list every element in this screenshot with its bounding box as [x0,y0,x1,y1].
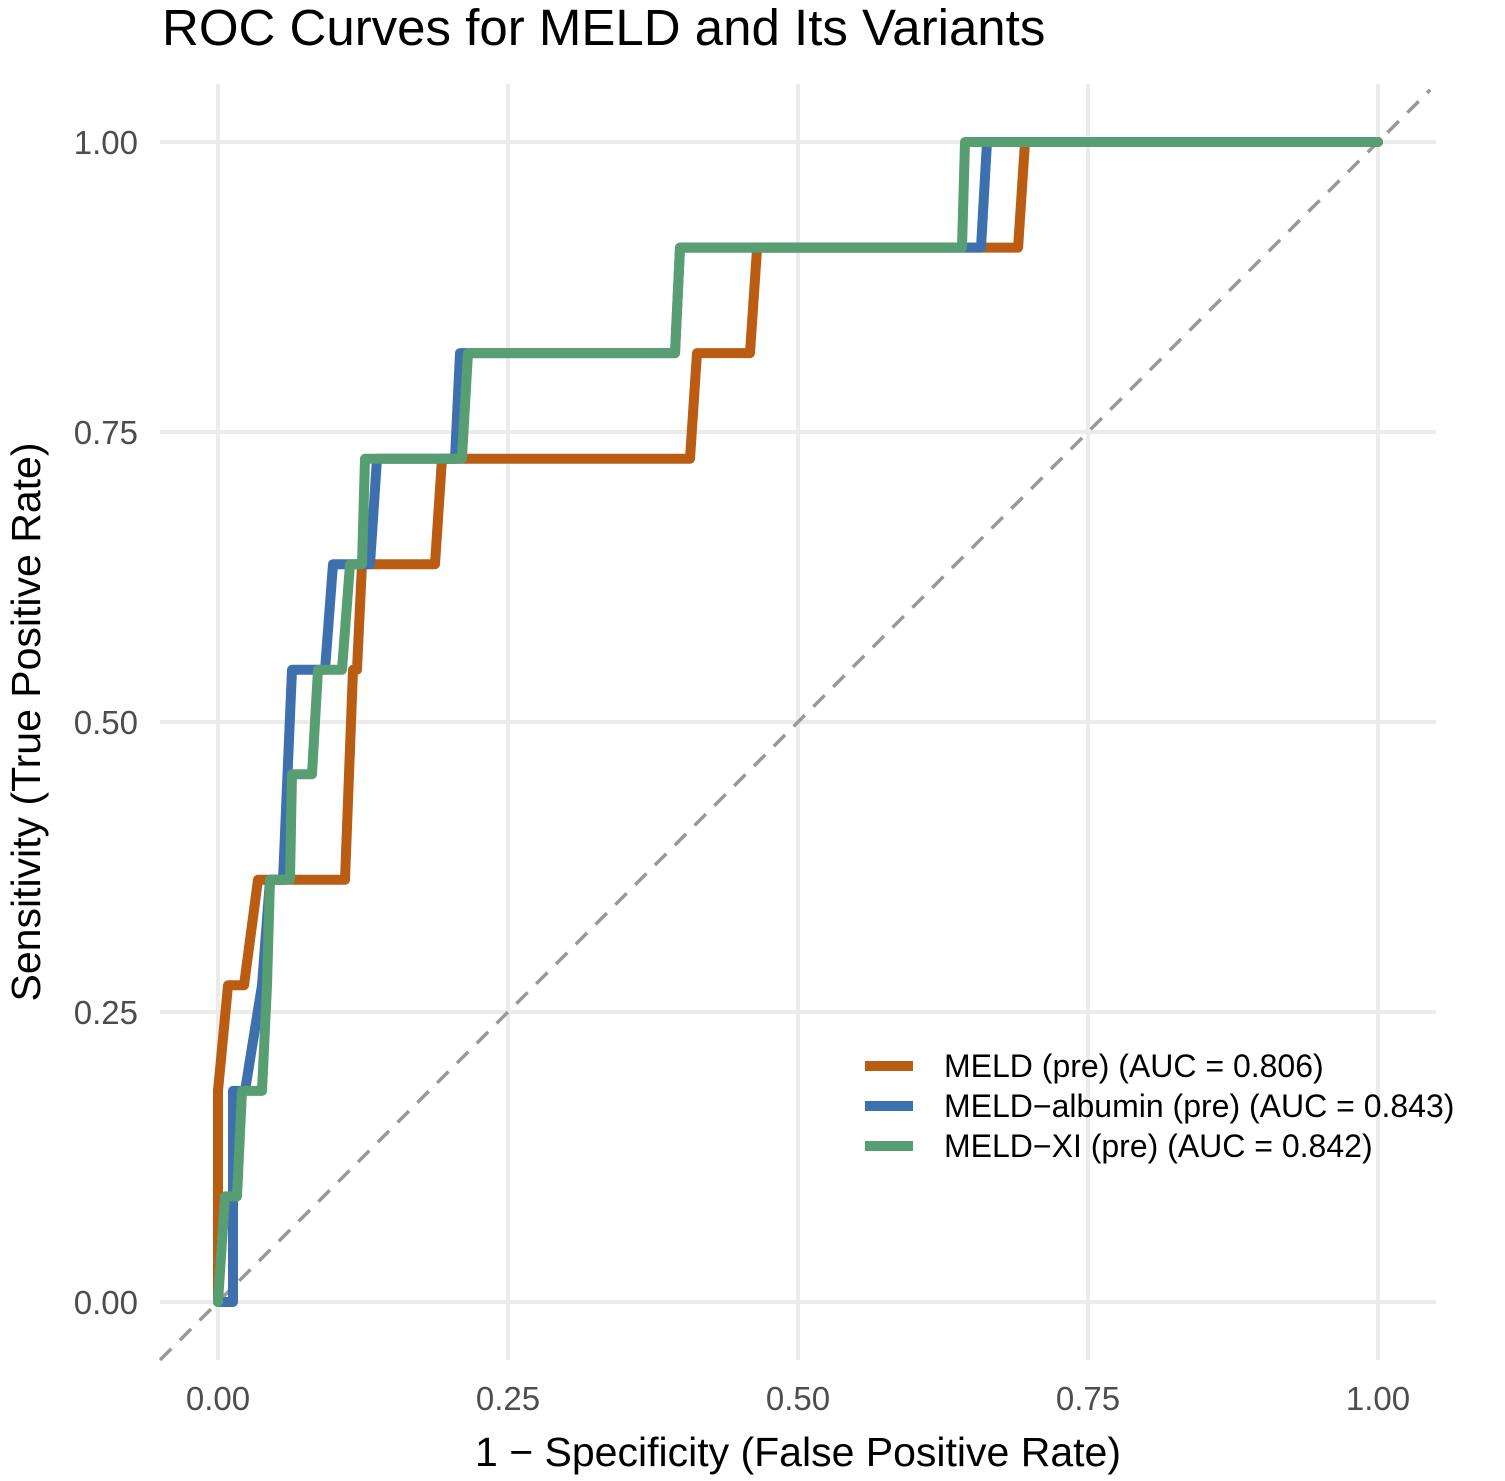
y-tick-label: 0.25 [74,994,138,1031]
y-tick-label: 0.50 [74,704,138,741]
legend-label: MELD−albumin (pre) (AUC = 0.843) [944,1088,1454,1124]
chart-title: ROC Curves for MELD and Its Variants [162,0,1045,56]
x-axis-ticks: 0.00 0.25 0.50 0.75 1.00 [186,1380,1410,1417]
x-tick-label: 0.75 [1056,1380,1120,1417]
legend-label: MELD−XI (pre) (AUC = 0.842) [944,1128,1373,1164]
reference-diagonal [158,88,1432,1362]
roc-line-2 [213,137,1383,1307]
y-axis-title: Sensitivity (True Positive Rate) [3,443,49,1002]
x-tick-label: 0.25 [476,1380,540,1417]
series-lines [213,137,1383,1307]
diagonal-reference-line [158,88,1432,1362]
y-tick-label: 1.00 [74,124,138,161]
x-tick-label: 0.50 [766,1380,830,1417]
legend: MELD (pre) (AUC = 0.806) MELD−albumin (pr… [865,1048,1454,1164]
x-tick-label: 1.00 [1346,1380,1410,1417]
x-axis-title: 1 − Specificity (False Positive Rate) [475,1429,1121,1475]
y-tick-label: 0.00 [74,1284,138,1321]
x-tick-label: 0.00 [186,1380,250,1417]
y-tick-label: 0.75 [74,414,138,451]
legend-label: MELD (pre) (AUC = 0.806) [944,1048,1324,1084]
y-axis-ticks: 0.00 0.25 0.50 0.75 1.00 [74,124,138,1321]
